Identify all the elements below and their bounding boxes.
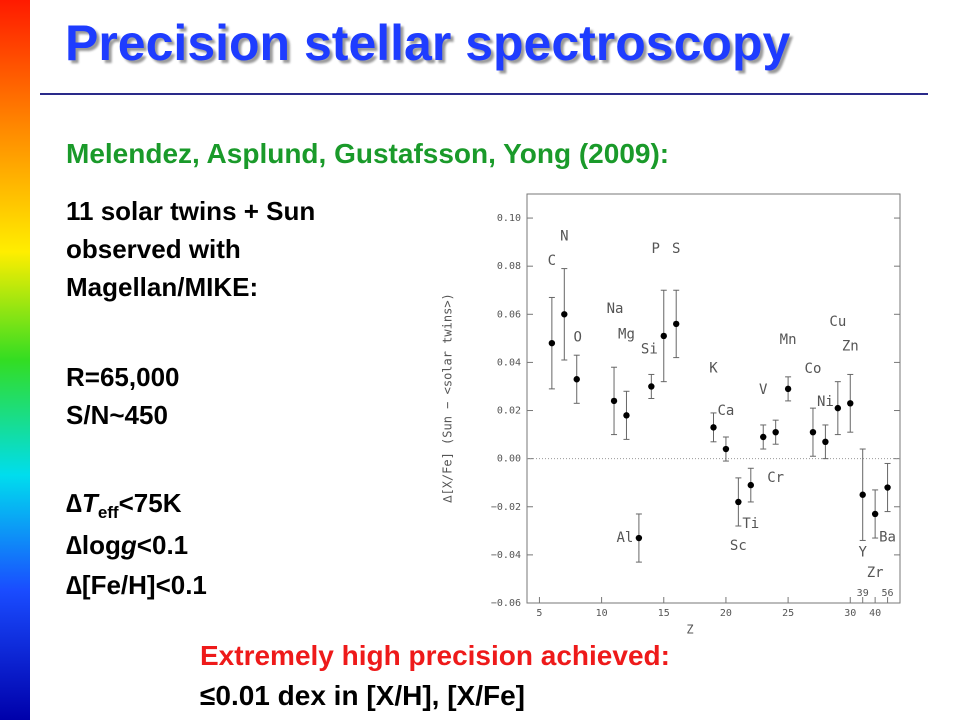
delta: ∆	[66, 488, 82, 518]
data-point	[548, 339, 556, 347]
y-tick-label: 0.00	[497, 454, 521, 465]
x-tick-label: 25	[782, 608, 794, 619]
element-label: Ni	[817, 394, 834, 410]
teff-line: ∆Teff<75K	[66, 488, 181, 523]
data-point	[884, 484, 891, 491]
data-point	[834, 404, 842, 412]
color-bar	[0, 0, 30, 720]
logg-prefix: ∆log	[66, 530, 121, 560]
y-tick-label: 0.08	[497, 261, 521, 272]
data-point	[561, 311, 568, 318]
x-tick-label: 39	[857, 588, 869, 599]
element-label: Al	[616, 530, 633, 546]
element-label: Ba	[879, 530, 896, 546]
g: g	[120, 530, 137, 560]
x-axis-label: Z	[686, 623, 693, 637]
element-label: K	[709, 360, 718, 376]
x-tick-label: 5	[536, 608, 542, 619]
title-rule	[40, 93, 928, 95]
element-label: O	[574, 329, 582, 345]
x-tick-label: 56	[882, 588, 894, 599]
data-point	[635, 534, 643, 542]
data-point	[871, 510, 879, 518]
data-point	[573, 376, 580, 383]
element-label: C	[548, 253, 556, 269]
data-point	[809, 428, 817, 436]
conclusion: Extremely high precision achieved:	[200, 640, 670, 671]
element-label: S	[672, 241, 680, 257]
text-line: S/N~450	[66, 400, 168, 430]
data-point	[859, 491, 866, 498]
element-label: Sc	[730, 538, 747, 554]
eff: eff	[97, 503, 119, 523]
element-label: Mn	[780, 332, 797, 348]
data-point	[660, 332, 667, 340]
y-tick-label: 0.04	[497, 357, 521, 368]
y-tick-label: −0.02	[491, 502, 521, 513]
y-tick-label: 0.06	[497, 309, 521, 320]
data-point	[735, 498, 742, 506]
data-point	[648, 383, 655, 390]
data-point	[822, 438, 829, 446]
element-label: Si	[641, 341, 658, 357]
data-point	[747, 481, 754, 489]
text-line: 11 solar twins + Sun	[66, 196, 316, 226]
text-line: ∆[Fe/H]<0.1	[66, 570, 207, 600]
element-label: Ca	[718, 403, 735, 419]
text-line: Magellan/MIKE:	[66, 272, 259, 302]
x-tick-label: 15	[658, 608, 670, 619]
y-tick-label: −0.06	[491, 598, 521, 609]
element-label: Ti	[742, 516, 759, 532]
data-point	[760, 433, 767, 441]
data-point	[772, 428, 779, 436]
element-label: Mg	[618, 326, 635, 342]
x-tick-label: 40	[869, 608, 881, 619]
reference: Melendez, Asplund, Gustafsson, Yong (200…	[66, 138, 670, 169]
x-tick-label: 30	[844, 608, 856, 619]
teff-limit: <75K	[118, 488, 182, 518]
data-point	[673, 320, 680, 328]
plot-frame	[526, 193, 901, 604]
element-label: N	[560, 228, 568, 244]
element-label: Cu	[829, 314, 846, 330]
element-label: Cr	[767, 470, 784, 486]
element-label: Y	[858, 545, 867, 561]
x-tick-label: 10	[596, 608, 608, 619]
element-label: V	[759, 382, 768, 398]
data-point	[610, 397, 618, 405]
element-label: Zn	[842, 338, 859, 354]
t: T	[81, 488, 98, 518]
conclusion: ≤0.01 dex in [X/H], [X/Fe]	[200, 680, 525, 711]
y-tick-label: 0.10	[497, 213, 521, 224]
element-label: Na	[607, 301, 624, 317]
text-line: R=65,000	[66, 362, 180, 392]
x-tick-label: 20	[720, 608, 732, 619]
y-tick-label: −0.04	[491, 550, 521, 561]
y-tick-label: 0.02	[497, 406, 521, 417]
data-point	[722, 445, 730, 453]
element-label: Co	[805, 361, 822, 377]
y-axis-label: ∆[X/Fe] (Sun − <solar twins>)	[441, 293, 455, 504]
text-line: observed with	[66, 234, 241, 264]
slide-title: Precision stellar spectroscopy	[65, 15, 791, 71]
data-point	[847, 400, 854, 407]
element-label: Zr	[867, 565, 884, 581]
data-point	[710, 424, 717, 431]
logg-limit: <0.1	[136, 530, 189, 560]
data-point	[623, 412, 630, 419]
data-point	[784, 385, 792, 393]
element-label: P	[652, 241, 660, 257]
logg-line: ∆logg<0.1	[66, 530, 188, 561]
